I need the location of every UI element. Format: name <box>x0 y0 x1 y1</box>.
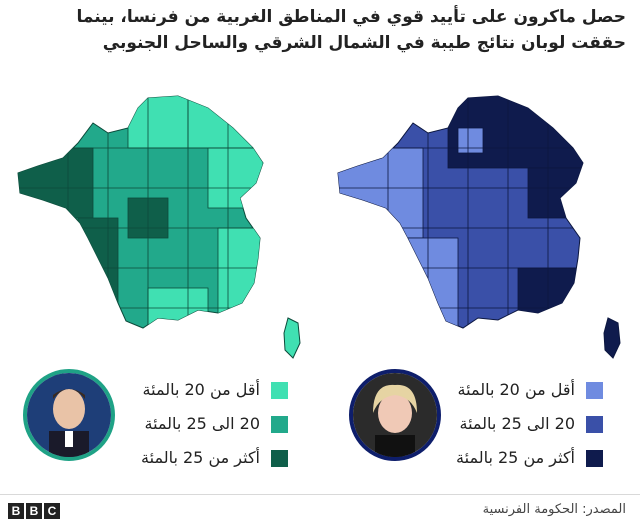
bbc-logo-letter: B <box>26 503 42 519</box>
legend-label: أقل من 20 بالمئة <box>457 380 575 399</box>
legend-item: أقل من 20 بالمئة <box>385 376 625 410</box>
legend-swatch <box>271 450 288 467</box>
macron-regions <box>18 96 263 328</box>
corsica-lepen <box>603 317 621 359</box>
legend-label: أكثر من 25 بالمئة <box>141 448 260 467</box>
legend-swatch <box>586 416 603 433</box>
france-map-lepen <box>337 95 621 359</box>
headline-title: حصل ماكرون على تأييد قوي في المناطق الغر… <box>76 7 626 53</box>
legend-item: أقل من 20 بالمئة <box>70 376 310 410</box>
legend-item: أكثر من 25 بالمئة <box>385 444 625 478</box>
maps-area <box>0 88 640 368</box>
bbc-logo: B B C <box>8 503 60 519</box>
legend-label: أكثر من 25 بالمئة <box>456 448 575 467</box>
legend-label: أقل من 20 بالمئة <box>142 380 260 399</box>
legend-label: 20 الى 25 بالمئة <box>144 414 261 433</box>
source-credit: المصدر: الحكومة الفرنسية <box>482 502 626 517</box>
legend-swatch <box>586 450 603 467</box>
bbc-logo-letter: C <box>44 503 60 519</box>
legend-swatch <box>271 382 288 399</box>
bbc-logo-letter: B <box>8 503 24 519</box>
macron-avatar <box>27 373 111 457</box>
legend-swatch <box>586 382 603 399</box>
legend-label: 20 الى 25 بالمئة <box>459 414 576 433</box>
france-map-macron <box>17 95 301 359</box>
macron-portrait <box>23 369 115 461</box>
legend-swatch <box>271 416 288 433</box>
legend-macron: أقل من 20 بالمئة 20 الى 25 بالمئة أكثر م… <box>70 376 310 478</box>
macron-map <box>8 88 308 368</box>
lepen-regions <box>338 96 583 328</box>
lepen-map <box>328 88 628 368</box>
legend-item: 20 الى 25 بالمئة <box>70 410 310 444</box>
legend-item: أكثر من 25 بالمئة <box>70 444 310 478</box>
footer-divider <box>0 494 640 495</box>
lepen-avatar <box>353 373 437 457</box>
legend-lepen: أقل من 20 بالمئة 20 الى 25 بالمئة أكثر م… <box>385 376 625 478</box>
legend-item: 20 الى 25 بالمئة <box>385 410 625 444</box>
corsica-macron <box>283 317 301 359</box>
lepen-portrait <box>349 369 441 461</box>
